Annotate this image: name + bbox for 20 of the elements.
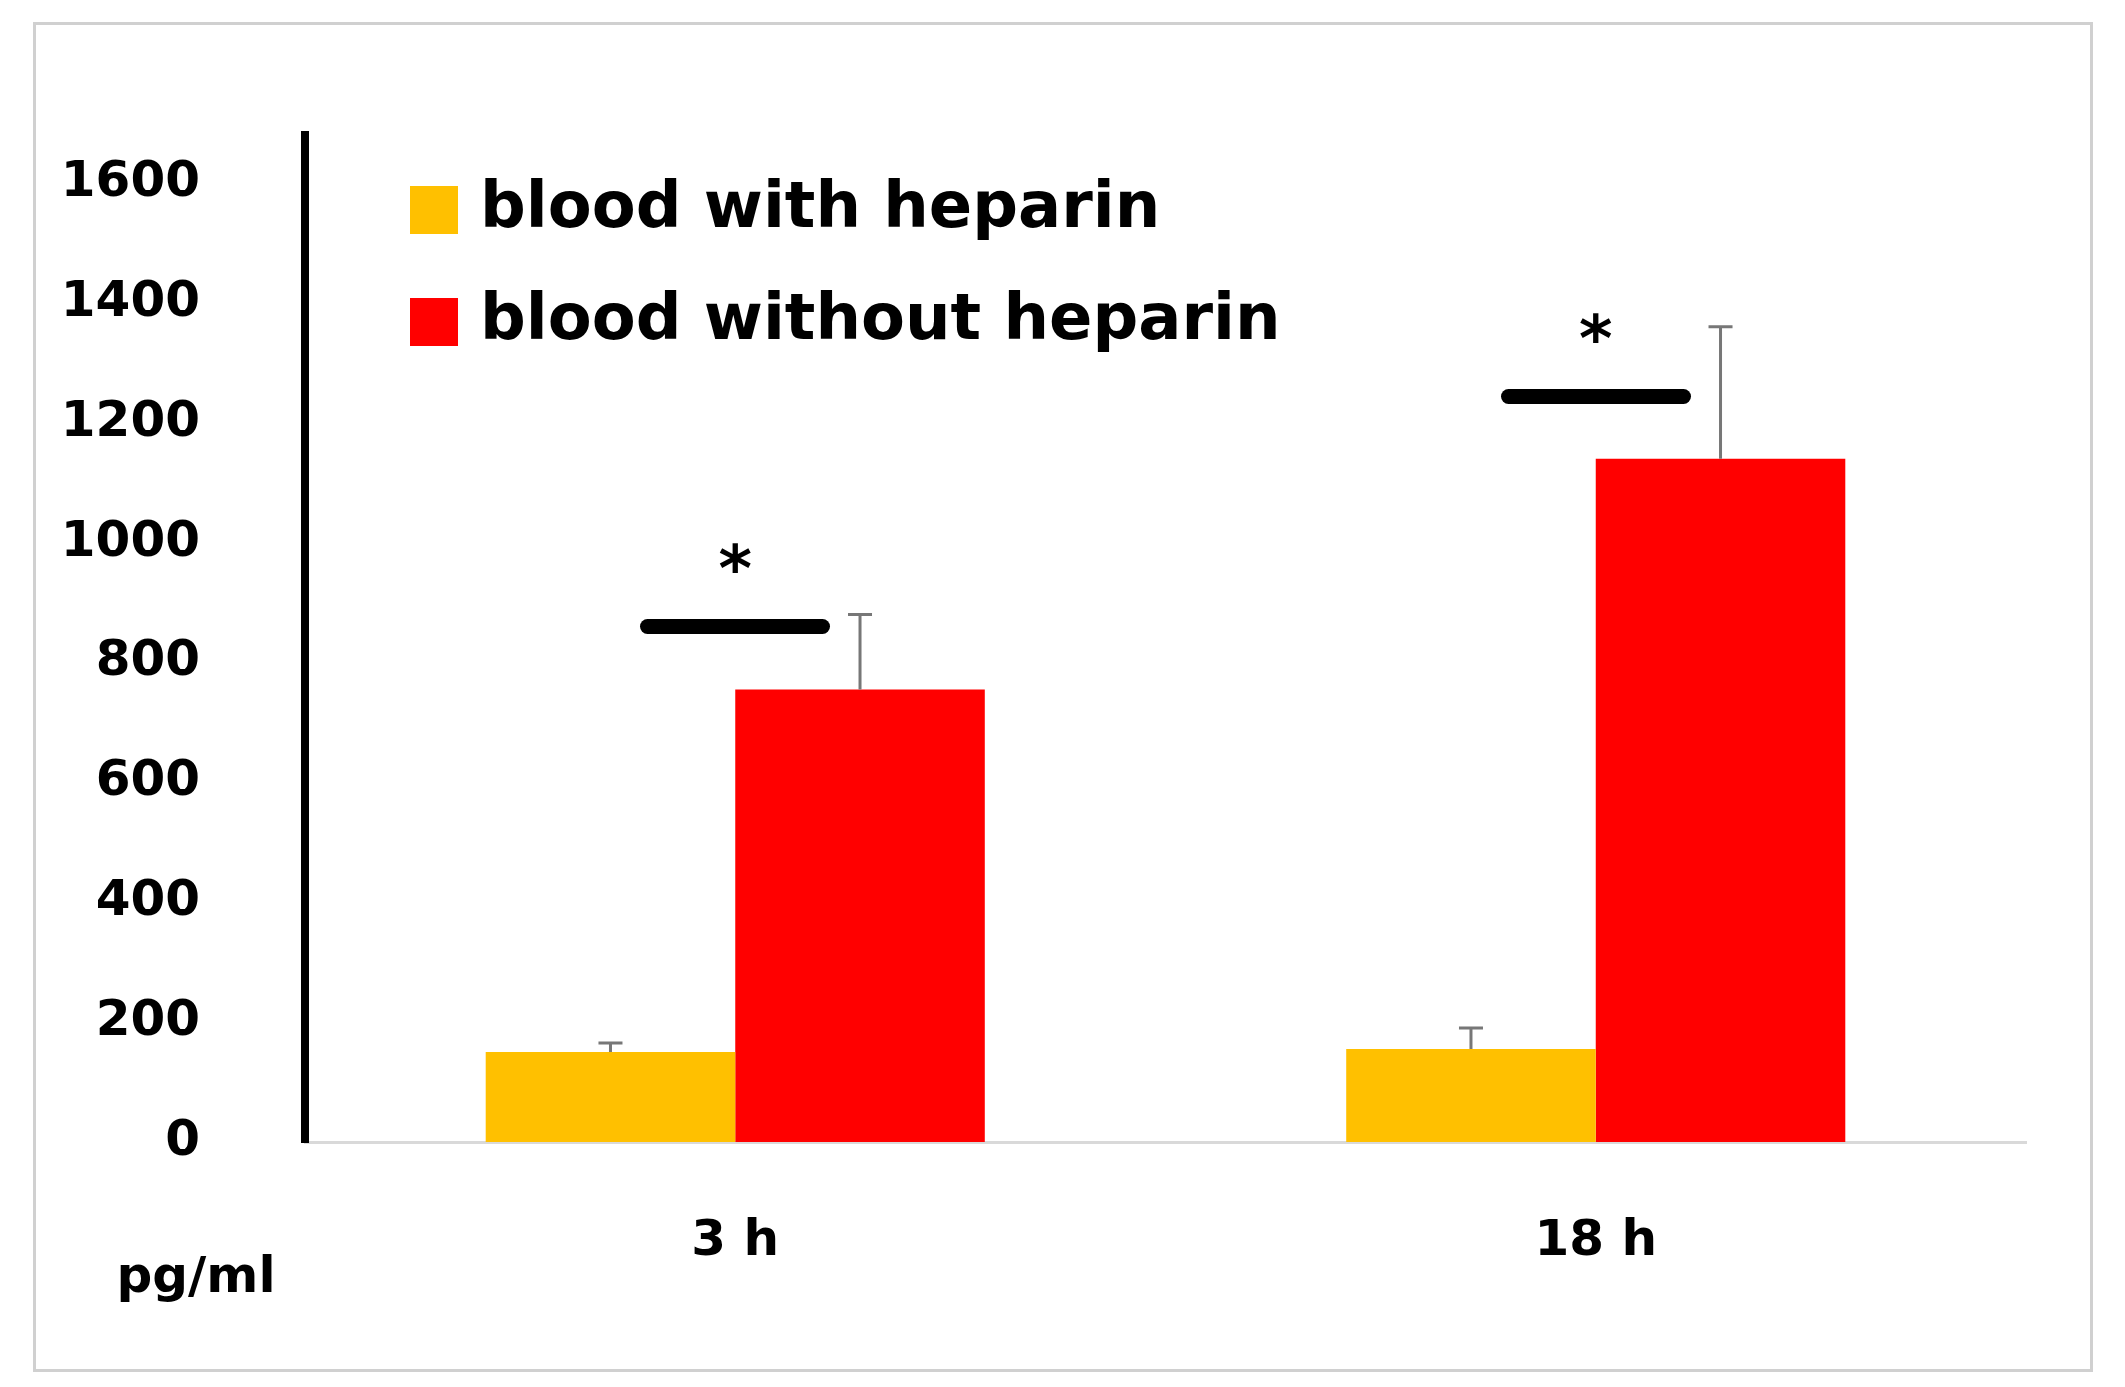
y-tick-label: 1400 [60,269,200,328]
legend-label: blood without heparin [480,279,1281,354]
legend-label: blood with heparin [480,167,1161,242]
y-tick-label: 200 [95,989,200,1048]
bar [485,1052,736,1142]
x-tick-label: 3 h [691,1208,780,1267]
x-tick-label: 18 h [1534,1208,1658,1267]
bar [1346,1049,1596,1142]
y-tick-label: 1600 [60,149,200,208]
bar [735,689,985,1142]
y-tick-label: 600 [95,749,200,808]
y-tick-label: 400 [95,869,200,928]
annotation: * [718,532,752,607]
y-tick-label: 1000 [60,509,200,568]
annotation: * [1579,301,1613,376]
bar [1595,458,1846,1142]
y-tick-label: 1200 [60,389,200,448]
y-tick-label: 0 [165,1108,200,1167]
y-tick-label: 800 [95,629,200,688]
y-axis-title: pg/ml [116,1246,276,1304]
